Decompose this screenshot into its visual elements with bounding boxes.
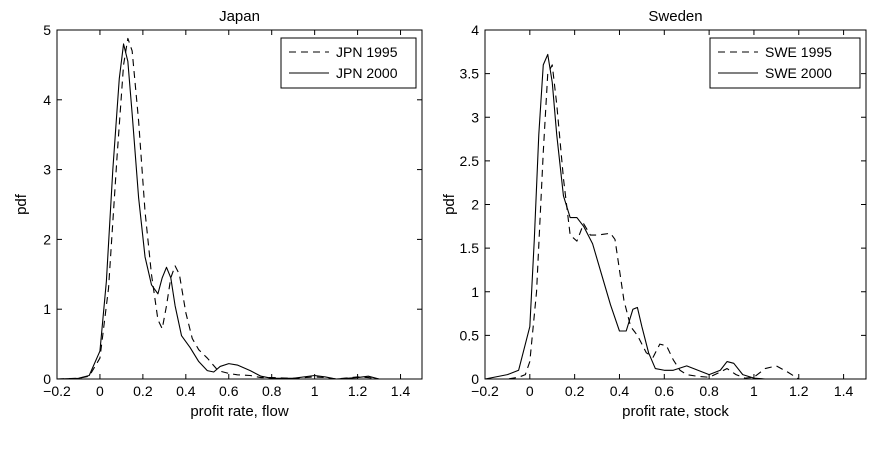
- series-line-swe-2000: [485, 53, 799, 379]
- x-tick-label: 0.8: [262, 383, 282, 399]
- y-tick-label: 0: [471, 371, 479, 387]
- y-tick-label: 4: [471, 22, 479, 38]
- x-axis-label: profit rate, stock: [622, 403, 729, 420]
- y-tick-label: 5: [43, 22, 51, 38]
- legend-entry: SWE 2000: [765, 65, 832, 81]
- y-axis-label: pdf: [13, 193, 30, 215]
- y-tick-label: 3.5: [460, 66, 480, 82]
- y-tick-label: 3: [471, 109, 479, 125]
- series-line-swe-1995: [485, 64, 800, 379]
- legend-box: [280, 37, 417, 89]
- x-tick-label: 0.6: [219, 383, 239, 399]
- chart-title: Sweden: [648, 8, 702, 25]
- x-tick-label: 1.4: [834, 383, 854, 399]
- y-tick-label: 4: [43, 92, 51, 108]
- y-tick-label: 3: [43, 162, 51, 178]
- x-tick-label: 0.2: [133, 383, 153, 399]
- x-axis-label: profit rate, flow: [190, 403, 289, 420]
- x-tick-label: 1.4: [391, 383, 411, 399]
- y-tick-label: 0: [43, 371, 51, 387]
- y-tick-label: 2: [471, 197, 479, 213]
- series-line-jpn-2000: [57, 43, 380, 379]
- x-tick-label: −0.2: [471, 383, 499, 399]
- y-tick-label: 1: [43, 301, 51, 317]
- y-axis-label: pdf: [441, 193, 458, 215]
- legend-entry: JPN 1995: [336, 44, 398, 60]
- y-tick-label: 0.5: [460, 327, 480, 343]
- y-tick-label: 1.5: [460, 240, 480, 256]
- chart-title: Japan: [219, 8, 260, 25]
- chart-panel-0: −0.2 0 0.2 0.4 0.6 0.8 1 1.2 1.4012345Japanprofi…: [13, 8, 423, 420]
- x-tick-label: 1: [750, 383, 758, 399]
- legend-entry: JPN 2000: [336, 65, 398, 81]
- x-tick-label: 0.4: [610, 383, 630, 399]
- legend-entry: SWE 1995: [765, 44, 832, 60]
- x-tick-label: 1: [311, 383, 319, 399]
- series-line-jpn-1995: [57, 37, 380, 379]
- y-tick-label: 2: [43, 231, 51, 247]
- y-tick-label: 1: [471, 284, 479, 300]
- x-tick-label: 0.4: [176, 383, 196, 399]
- legend: SWE 1995 SWE 2000: [709, 37, 861, 89]
- x-tick-label: 1.2: [348, 383, 368, 399]
- legend: JPN 1995 JPN 2000: [280, 37, 417, 89]
- x-tick-label: 0: [96, 383, 104, 399]
- x-tick-label: −0.2: [43, 383, 71, 399]
- x-tick-label: 0.8: [699, 383, 719, 399]
- x-tick-label: 0.6: [655, 383, 675, 399]
- x-tick-label: 1.2: [789, 383, 809, 399]
- plot-frame: [56, 29, 423, 380]
- y-tick-label: 2.5: [460, 153, 480, 169]
- x-tick-label: 0.2: [565, 383, 585, 399]
- chart-panel-1: −0.2 0 0.2 0.4 0.6 0.8 1 1.2 1.400.511.522.533.5…: [441, 8, 867, 420]
- x-tick-label: 0: [526, 383, 534, 399]
- legend-box: [709, 37, 861, 89]
